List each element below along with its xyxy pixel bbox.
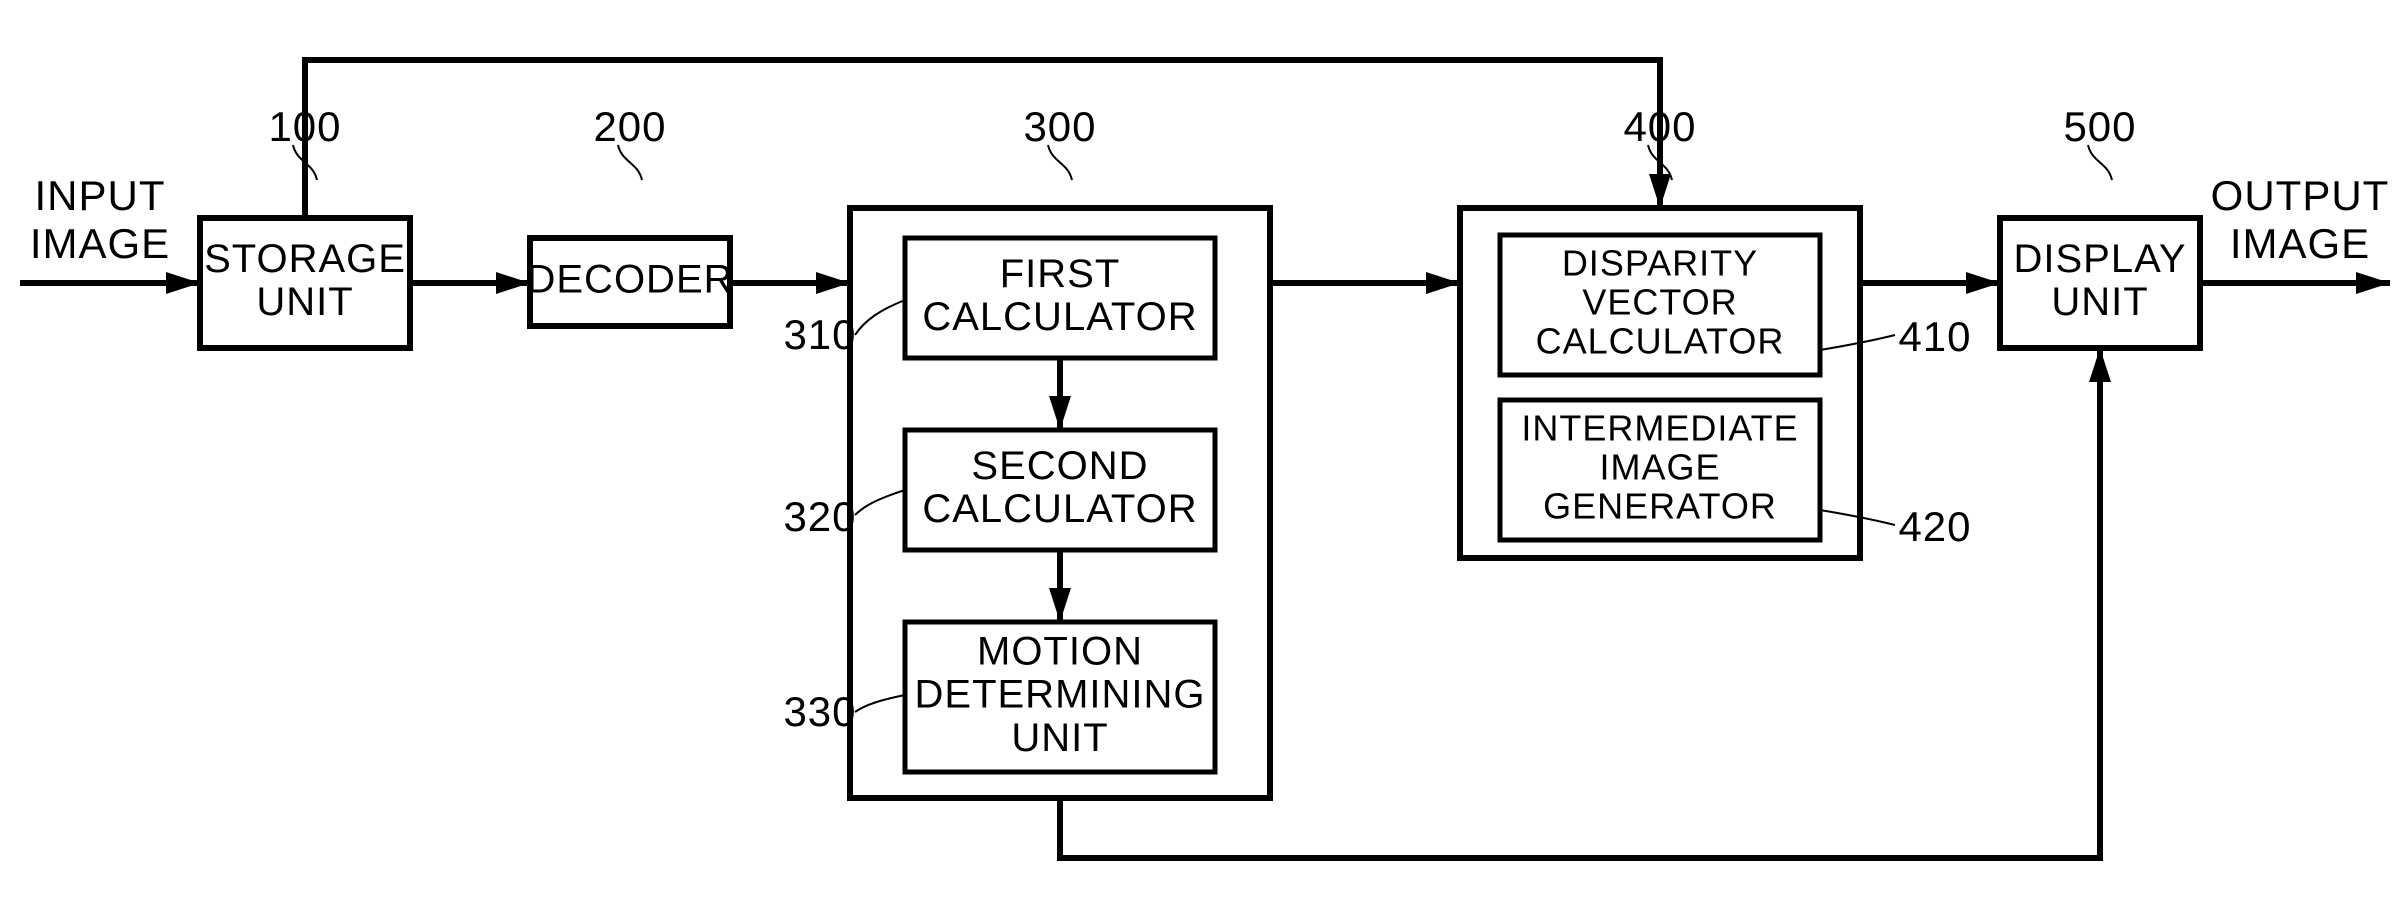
block-label: DECODER — [526, 258, 733, 302]
input-label: IMAGE — [30, 220, 170, 267]
block-label: VECTOR — [1582, 282, 1737, 323]
ref-number: 200 — [593, 103, 666, 150]
block-label: DISPLAY — [2014, 237, 2187, 281]
block-label: UNIT — [2051, 280, 2148, 324]
block-label: INTERMEDIATE — [1521, 408, 1798, 449]
block-label: DISPARITY — [1562, 243, 1758, 284]
block-label: UNIT — [1011, 716, 1108, 760]
block-label: GENERATOR — [1543, 485, 1777, 526]
block-label: MOTION — [977, 629, 1143, 673]
output-label: OUTPUT — [2211, 172, 2390, 219]
ref-tick — [2088, 145, 2112, 180]
connector — [305, 60, 1660, 218]
block-label: DETERMINING — [915, 673, 1206, 717]
ref-number: 310 — [783, 311, 856, 358]
block-label: FIRST — [1000, 252, 1121, 296]
block-label: IMAGE — [1599, 447, 1720, 488]
ref-number: 410 — [1898, 313, 1971, 360]
ref-number: 420 — [1898, 503, 1971, 550]
ref-number: 320 — [783, 493, 856, 540]
block-label: UNIT — [256, 280, 353, 324]
block-label: STORAGE — [204, 237, 406, 281]
block-label: CALCULATOR — [1536, 320, 1785, 361]
block-diagram: STORAGEUNIT100DECODER200300FIRSTCALCULAT… — [0, 0, 2405, 915]
input-label: INPUT — [35, 172, 166, 219]
ref-number: 500 — [2063, 103, 2136, 150]
ref-number: 300 — [1023, 103, 1096, 150]
block-label: CALCULATOR — [922, 295, 1197, 339]
block-label: SECOND — [971, 444, 1148, 488]
block-label: CALCULATOR — [922, 487, 1197, 531]
output-label: IMAGE — [2230, 220, 2370, 267]
ref-tick — [618, 145, 642, 180]
ref-number: 330 — [783, 688, 856, 735]
ref-tick — [1048, 145, 1072, 180]
